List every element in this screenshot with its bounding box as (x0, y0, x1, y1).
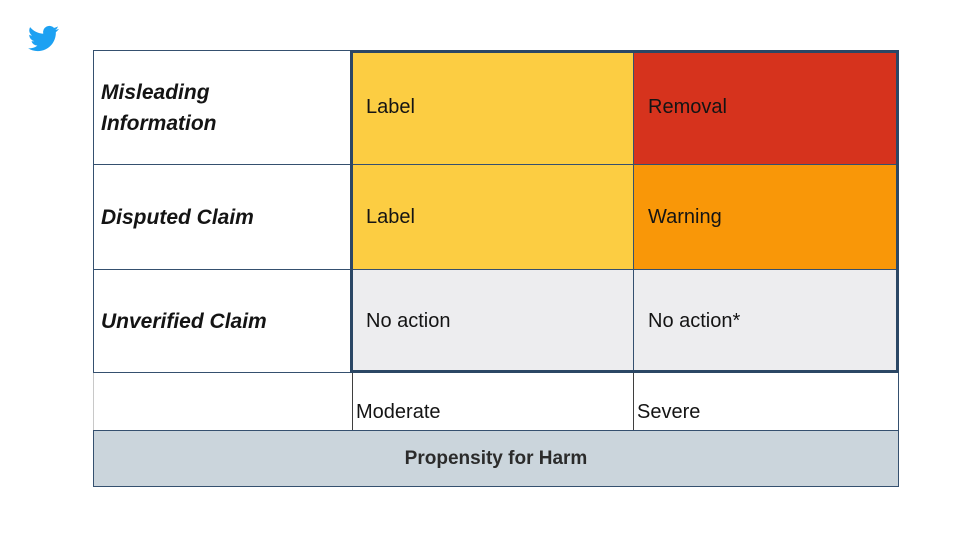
cell-label: No action* (648, 310, 741, 332)
row-header-label: Unverified Claim (101, 309, 267, 333)
matrix-cell-unverified-severe: No action* (633, 269, 899, 373)
row-header-label: Disputed Claim (101, 205, 254, 229)
matrix-cell-disputed-moderate: Label (352, 164, 633, 269)
matrix-cell-unverified-moderate: No action (352, 269, 633, 373)
cell-label: Label (366, 95, 415, 118)
matrix-cell-disputed-severe: Warning (633, 164, 899, 269)
cell-label: No action (366, 310, 451, 332)
row-header-misleading-information: Misleading Information (93, 50, 352, 164)
matrix-cell-misleading-severe: Removal (633, 50, 899, 164)
severity-label-severe: Severe (633, 373, 899, 430)
cell-label: Warning (648, 205, 722, 228)
axis-title-propensity-for-harm: Propensity for Harm (93, 430, 899, 487)
axis-title-label: Propensity for Harm (404, 447, 588, 469)
empty-cell (93, 373, 352, 430)
harm-policy-matrix: Misleading Information Label Removal Dis… (93, 50, 899, 487)
cell-label: Label (366, 205, 415, 228)
severity-label-moderate: Moderate (352, 373, 633, 430)
twitter-bird-icon (28, 25, 59, 52)
row-header-label: Misleading Information (101, 80, 217, 135)
row-header-unverified-claim: Unverified Claim (93, 269, 352, 373)
cell-label: Removal (648, 95, 727, 118)
matrix-cell-misleading-moderate: Label (352, 50, 633, 164)
severity-label: Severe (637, 401, 701, 423)
row-header-disputed-claim: Disputed Claim (93, 164, 352, 269)
severity-label: Moderate (356, 401, 441, 423)
